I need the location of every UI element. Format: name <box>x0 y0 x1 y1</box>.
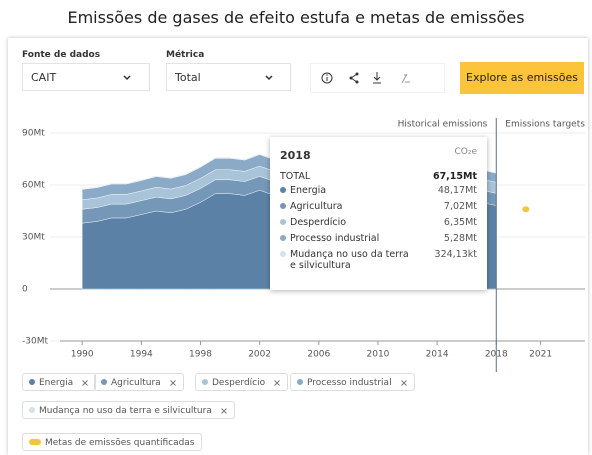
tooltip-value: 7,02Mt <box>443 201 477 212</box>
legend-dot <box>297 379 303 385</box>
remove-icon[interactable] <box>169 380 176 386</box>
legend-label: Agricultura <box>111 378 161 388</box>
tooltip-row: Desperdício 6,35Mt <box>280 217 477 230</box>
metric-label: Métrica <box>166 50 205 60</box>
tooltip-series-name: Agricultura <box>290 201 343 212</box>
source-dropdown[interactable]: CAIT <box>22 63 150 91</box>
legend-label: Energia <box>39 378 74 388</box>
source-value: CAIT <box>31 71 57 84</box>
x-tick-label: 2006 <box>307 350 330 360</box>
tooltip-value: 48,17Mt <box>437 185 477 196</box>
x-tick-label: 1994 <box>130 350 153 360</box>
legend-dot <box>29 407 35 413</box>
add-icon[interactable] <box>401 73 410 84</box>
tooltip-series-name: Mudança no uso da terra e silvicultura <box>290 249 409 271</box>
tooltip-unit: CO₂e <box>454 147 477 157</box>
download-icon[interactable] <box>373 72 381 84</box>
remove-icon[interactable] <box>82 380 89 386</box>
tooltip-total-row: TOTAL 67,15Mt <box>280 171 477 184</box>
metric-value: Total <box>175 71 201 84</box>
tooltip-value: 6,35Mt <box>443 217 477 228</box>
legend-label: Mudança no uso da terra e silvicultura <box>39 406 212 416</box>
tooltip-row: Processo industrial 5,28Mt <box>280 233 477 246</box>
x-tick-label: 2002 <box>248 350 271 360</box>
tooltip-row: Mudança no uso da terra e silvicultura 32… <box>280 249 477 271</box>
legend-label: Processo industrial <box>307 378 392 388</box>
remove-icon[interactable] <box>274 380 280 386</box>
chevron <box>265 75 273 81</box>
x-tick-label: 1998 <box>189 350 212 360</box>
remove-icon[interactable] <box>400 380 407 386</box>
legend-item[interactable]: Desperdício <box>195 373 289 391</box>
legend-label: Metas de emissões quantificadas <box>45 438 195 448</box>
metric-dropdown[interactable]: Total <box>166 63 291 91</box>
x-tick-label: 2014 <box>426 350 449 360</box>
tooltip-year: 2018 <box>280 149 311 162</box>
legend-dot <box>29 379 35 385</box>
tooltip-dot <box>280 187 286 193</box>
explore-button[interactable]: Explore as emissões <box>460 62 584 94</box>
legend-item[interactable]: Metas de emissões quantificadas <box>22 433 202 451</box>
tooltip-value: 324,13kt <box>434 249 477 260</box>
region-label: Emissions targets <box>505 120 585 130</box>
share-icon[interactable] <box>349 72 359 84</box>
legend-label: Desperdício <box>212 378 266 388</box>
region-label: Historical emissions <box>398 120 488 130</box>
tooltip-dot <box>280 235 286 241</box>
source-label: Fonte de dados <box>22 50 101 60</box>
legend-item[interactable]: Energia <box>22 373 97 391</box>
legend-item[interactable]: Mudança no uso da terra e silvicultura <box>22 401 235 419</box>
tooltip-series-name: Energia <box>290 185 327 196</box>
tooltip-dot <box>280 251 286 257</box>
x-tick-label: 1990 <box>71 350 94 360</box>
remove-icon[interactable] <box>221 408 227 414</box>
tooltip-value: 5,28Mt <box>443 233 477 244</box>
tooltip-dot <box>280 219 286 225</box>
y-tick-label: 0 <box>22 285 28 295</box>
legend-dot <box>29 439 41 445</box>
tooltip-total-label: TOTAL <box>280 171 311 182</box>
legend-item[interactable]: Processo industrial <box>290 373 415 391</box>
info-icon[interactable] <box>321 72 333 84</box>
target-point <box>522 206 530 213</box>
tooltip-dot <box>280 203 286 209</box>
y-tick-label: 90Mt <box>22 129 45 139</box>
chevron <box>123 75 131 81</box>
y-tick-label: 30Mt <box>22 233 45 243</box>
tooltip-row: Agricultura 7,02Mt <box>280 201 477 214</box>
tooltip-series-name: Processo industrial <box>290 233 380 244</box>
page-title: Emissões de gases de efeito estufa e met… <box>67 8 525 27</box>
toolbar <box>310 63 445 93</box>
legend-dot <box>101 379 107 385</box>
legend-dot <box>202 379 208 385</box>
legend-item[interactable]: Agricultura <box>94 373 184 391</box>
y-tick-label: -30Mt <box>22 337 48 347</box>
x-tick-label: 2021 <box>529 350 552 360</box>
tooltip-series-name: Desperdício <box>290 217 347 228</box>
tooltip-row: Energia 48,17Mt <box>280 185 477 198</box>
tooltip-total: 67,15Mt <box>432 171 477 182</box>
tooltip: 2018 CO₂e TOTAL 67,15Mt Energia 48,17Mt Agr… <box>270 137 487 290</box>
y-tick-label: 60Mt <box>22 181 45 191</box>
x-tick-label: 2010 <box>367 350 390 360</box>
